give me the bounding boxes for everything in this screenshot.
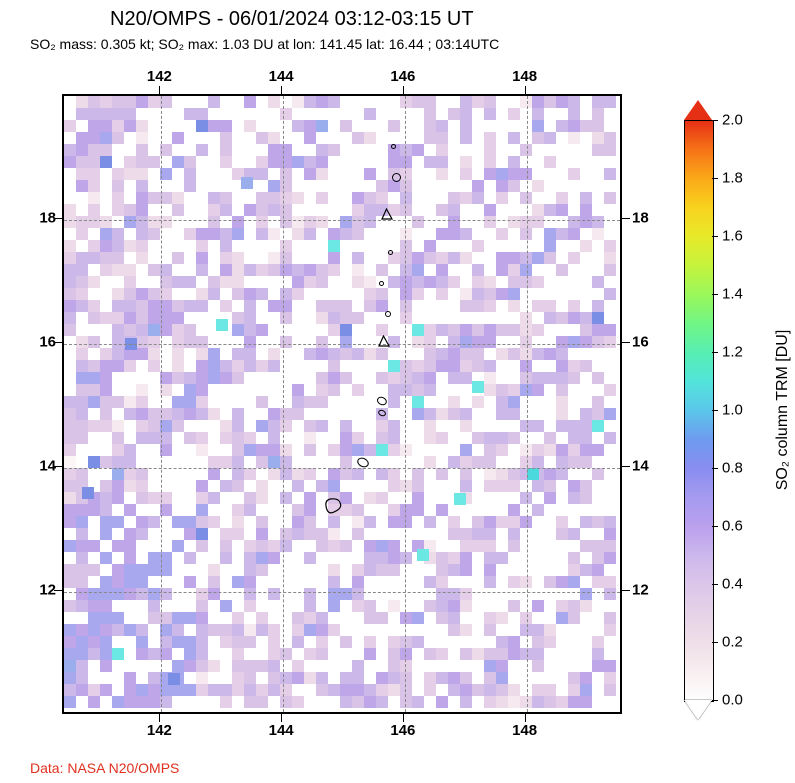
colorbar-ticklabel: 1.0 [722,402,743,419]
ytick-label-right: 16 [632,334,649,351]
colorbar-ticklabel: 0.4 [722,576,743,593]
ytick-label-left: 16 [28,334,56,351]
heatmap-layer [64,96,620,712]
colorbar-ticklabel: 0.8 [722,460,743,477]
island-volcano-icon [381,208,394,221]
map-plot-area [62,94,622,714]
colorbar-over-triangle [684,100,712,120]
island-ring-icon [385,311,391,317]
xtick-label-bottom: 148 [512,722,537,739]
island-dot-icon [388,250,393,255]
data-credit: Data: NASA N20/OMPS [30,760,179,776]
colorbar-ticklabel: 0.0 [722,692,743,709]
colorbar-under-triangle [684,700,712,720]
xtick-label-top: 144 [269,68,294,85]
xtick-label-bottom: 144 [269,722,294,739]
colorbar-ticklabel: 1.4 [722,286,743,303]
island-dot-icon [379,281,384,286]
colorbar-ticklabel: 1.2 [722,344,743,361]
colorbar-ticklabel: 1.8 [722,170,743,187]
colorbar-bar [684,120,714,702]
island-volcano-icon [378,335,391,348]
colorbar-ticklabel: 2.0 [722,112,743,129]
colorbar: 0.00.20.40.60.81.01.21.41.61.82.0 SO₂ co… [684,100,784,740]
colorbar-label: SO₂ column TRM [DU] [774,330,792,491]
chart-subtitle: SO₂ mass: 0.305 kt; SO₂ max: 1.03 DU at … [30,36,499,52]
chart-title: N20/OMPS - 06/01/2024 03:12-03:15 UT [110,8,474,31]
ytick-label-right: 12 [632,582,649,599]
ytick-label-right: 18 [632,210,649,227]
xtick-label-top: 142 [147,68,172,85]
xtick-label-bottom: 142 [147,722,172,739]
ytick-label-left: 14 [28,458,56,475]
island-blob-icon [324,497,346,517]
colorbar-ticklabel: 0.6 [722,518,743,535]
xtick-label-top: 148 [512,68,537,85]
ytick-label-left: 18 [28,210,56,227]
ytick-label-right: 14 [632,458,649,475]
xtick-label-top: 146 [390,68,415,85]
ytick-label-left: 12 [28,582,56,599]
colorbar-ticklabel: 1.6 [722,228,743,245]
xtick-label-bottom: 146 [390,722,415,739]
colorbar-ticklabel: 0.2 [722,634,743,651]
